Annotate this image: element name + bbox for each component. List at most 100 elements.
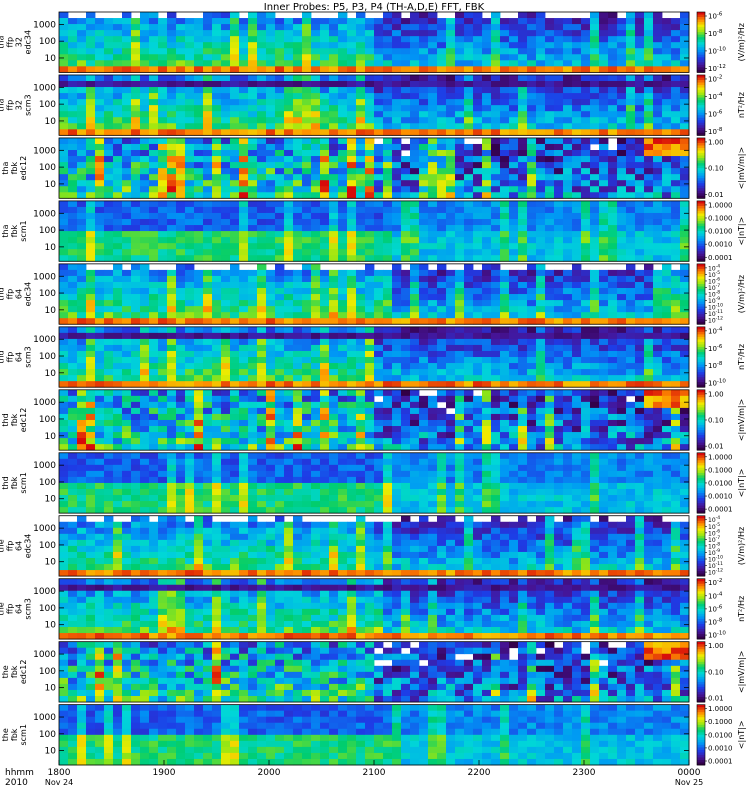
spectrogram-cell xyxy=(266,66,276,73)
spectrogram-cell xyxy=(338,369,348,376)
spectrogram-cell xyxy=(545,60,555,67)
spectrogram-cell xyxy=(149,395,159,403)
spectrogram-cell xyxy=(617,381,627,388)
spectrogram-cell xyxy=(356,344,366,352)
spectrogram-cell xyxy=(329,350,339,358)
spectrogram-cells xyxy=(59,389,690,451)
spectrogram-cell xyxy=(149,426,159,433)
spectrogram-cell xyxy=(653,111,663,118)
spectrogram-cell xyxy=(590,237,600,244)
spectrogram-cell xyxy=(86,237,96,244)
spectrogram-cell xyxy=(590,93,600,100)
spectrogram-cell xyxy=(599,129,609,136)
spectrogram-cell xyxy=(356,150,366,157)
spectrogram-cell xyxy=(500,156,510,163)
spectrogram-cell xyxy=(518,143,528,151)
spectrogram-cell xyxy=(230,294,240,301)
spectrogram-cell xyxy=(644,54,654,61)
spectrogram-cell xyxy=(293,338,303,346)
spectrogram-cell xyxy=(194,237,204,244)
y-tick-label: 1000 xyxy=(33,335,56,345)
spectrogram-cell xyxy=(437,212,447,220)
spectrogram-cell xyxy=(401,111,411,118)
spectrogram-cell xyxy=(167,281,177,289)
spectrogram-cell xyxy=(203,66,213,73)
spectrogram-cell xyxy=(221,54,231,61)
spectrogram-cell xyxy=(554,326,564,334)
spectrogram-cell xyxy=(239,401,249,409)
spectrogram-cell xyxy=(203,225,213,232)
spectrogram-cell xyxy=(86,117,96,124)
spectrogram-cell xyxy=(185,407,195,415)
spectrogram-cell xyxy=(527,99,537,106)
spectrogram-cell xyxy=(455,381,465,388)
spectrogram-cell xyxy=(113,318,123,325)
spectrogram-cell xyxy=(302,123,312,130)
spectrogram-cell xyxy=(662,162,672,169)
spectrogram-cell xyxy=(257,243,267,250)
spectrogram-cell xyxy=(158,99,168,106)
spectrogram-cell xyxy=(572,156,582,163)
spectrogram-cell xyxy=(320,87,330,94)
spectrogram-cell xyxy=(293,344,303,352)
colorbar-swatch xyxy=(697,263,705,267)
spectrogram-cell xyxy=(428,231,438,238)
spectrogram-cell xyxy=(455,206,465,214)
spectrogram-cell xyxy=(374,180,384,187)
spectrogram-cell xyxy=(158,255,168,262)
spectrogram-cell xyxy=(626,294,636,301)
colorbar-tick-label: 0.0001 xyxy=(708,254,733,262)
spectrogram-cell xyxy=(518,401,528,409)
spectrogram-cell xyxy=(446,162,456,169)
spectrogram-cell xyxy=(311,74,321,82)
spectrogram-cell xyxy=(644,369,654,376)
spectrogram-cell xyxy=(320,123,330,130)
spectrogram-cell xyxy=(275,363,285,370)
spectrogram-cell xyxy=(374,350,384,358)
spectrogram-cell xyxy=(608,192,618,199)
spectrogram-cell xyxy=(347,243,357,250)
spectrogram-cell xyxy=(140,249,150,256)
spectrogram-cell xyxy=(122,192,132,199)
spectrogram-cell xyxy=(212,426,222,433)
spectrogram-cell xyxy=(545,93,555,100)
spectrogram-cell xyxy=(662,281,672,289)
spectrogram-cell xyxy=(392,375,402,382)
colorbar-swatch xyxy=(697,208,705,212)
colorbar-swatch xyxy=(697,195,705,199)
colorbar-swatch xyxy=(697,69,705,73)
spectrogram-cell xyxy=(158,401,168,409)
spectrogram-cell xyxy=(212,42,222,49)
spectrogram-cell xyxy=(527,42,537,49)
spectrogram-cell xyxy=(284,326,294,334)
spectrogram-cell xyxy=(383,231,393,238)
spectrogram-cell xyxy=(140,401,150,409)
spectrogram-cell xyxy=(86,275,96,283)
spectrogram-cell xyxy=(410,156,420,163)
spectrogram-cell xyxy=(275,66,285,73)
spectrogram-cell xyxy=(680,306,690,313)
spectrogram-cell xyxy=(185,168,195,175)
spectrogram-cell xyxy=(122,243,132,250)
spectrogram-cell xyxy=(446,206,456,214)
spectrogram-cell xyxy=(329,231,339,238)
spectrogram-cell xyxy=(446,401,456,409)
spectrogram-cell xyxy=(536,231,546,238)
spectrogram-cell xyxy=(500,192,510,199)
spectrogram-cell xyxy=(545,123,555,130)
colorbar-swatch xyxy=(697,200,705,204)
spectrogram-cell xyxy=(356,117,366,124)
spectrogram-cell xyxy=(311,294,321,301)
spectrogram-cell xyxy=(500,42,510,49)
spectrogram-cell xyxy=(383,338,393,346)
spectrogram-cell xyxy=(293,395,303,403)
spectrogram-cell xyxy=(131,54,141,61)
spectrogram-cell xyxy=(500,438,510,445)
spectrogram-cell xyxy=(509,60,519,67)
spectrogram-cell xyxy=(392,66,402,73)
spectrogram-cell xyxy=(626,111,636,118)
spectrogram-cell xyxy=(680,12,690,19)
spectrogram-cell xyxy=(302,389,312,397)
spectrogram-cell xyxy=(617,338,627,346)
spectrogram-cell xyxy=(212,111,222,118)
